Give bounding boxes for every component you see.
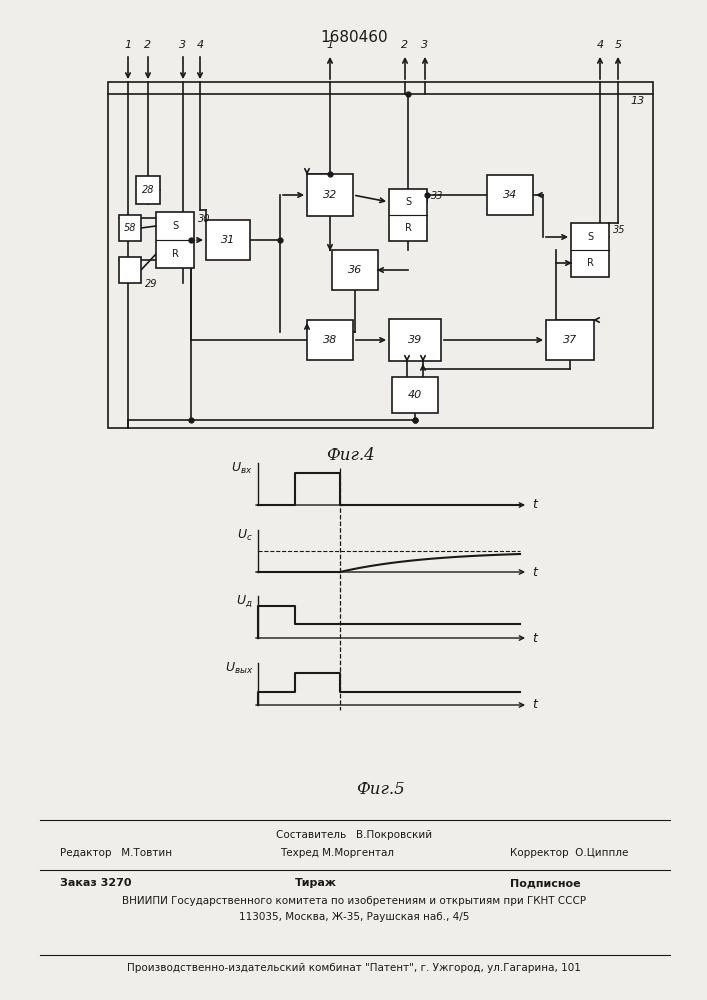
Text: $U_{вх}$: $U_{вх}$ [231, 460, 253, 476]
Text: R: R [404, 223, 411, 233]
Text: 39: 39 [408, 335, 422, 345]
Text: $t$: $t$ [532, 566, 539, 578]
Bar [119, 215, 141, 241]
Text: 36: 36 [348, 265, 362, 275]
Bar [571, 223, 609, 277]
Text: S: S [405, 197, 411, 207]
Bar [108, 82, 653, 428]
Text: S: S [172, 221, 178, 231]
Bar [389, 189, 427, 241]
Text: 33: 33 [431, 191, 443, 201]
Text: Корректор  О.Циппле: Корректор О.Циппле [510, 848, 629, 858]
Text: $U_c$: $U_c$ [237, 527, 253, 543]
Text: Подписное: Подписное [510, 878, 580, 888]
Text: Заказ 3270: Заказ 3270 [60, 878, 132, 888]
Text: Составитель   В.Покровский: Составитель В.Покровский [276, 830, 432, 840]
Text: $U_д$: $U_д$ [236, 593, 253, 609]
Text: 32: 32 [323, 190, 337, 200]
Text: 28: 28 [141, 185, 154, 195]
Text: 2: 2 [144, 40, 151, 50]
Text: $t$: $t$ [532, 498, 539, 512]
Text: 29: 29 [145, 279, 158, 289]
Text: 4: 4 [197, 40, 204, 50]
Bar [307, 320, 353, 360]
Text: 1: 1 [327, 40, 334, 50]
Text: Производственно-издательский комбинат "Патент", г. Ужгород, ул.Гагарина, 101: Производственно-издательский комбинат "П… [127, 963, 581, 973]
Text: 3: 3 [421, 40, 428, 50]
Text: 2: 2 [402, 40, 409, 50]
Bar [156, 212, 194, 268]
Text: 1680460: 1680460 [320, 30, 388, 45]
Text: Тираж: Тираж [295, 878, 337, 888]
Bar [389, 319, 441, 361]
Bar [332, 250, 378, 290]
Text: $t$: $t$ [532, 632, 539, 645]
Text: 3: 3 [180, 40, 187, 50]
Text: Фиг.5: Фиг.5 [356, 782, 404, 798]
Text: 37: 37 [563, 335, 577, 345]
Text: 35: 35 [613, 225, 626, 235]
Text: ВНИИПИ Государственного комитета по изобретениям и открытиям при ГКНТ СССР: ВНИИПИ Государственного комитета по изоб… [122, 896, 586, 906]
Text: 58: 58 [124, 223, 136, 233]
Bar [392, 377, 438, 413]
Text: 40: 40 [408, 390, 422, 400]
Bar [546, 320, 594, 360]
Text: R: R [587, 258, 593, 268]
Bar [136, 176, 160, 204]
Text: 1: 1 [124, 40, 132, 50]
Text: $t$: $t$ [532, 698, 539, 712]
Bar [206, 220, 250, 260]
Bar [307, 174, 353, 216]
Text: 31: 31 [221, 235, 235, 245]
Bar [487, 175, 533, 215]
Text: 30: 30 [198, 214, 211, 224]
Text: R: R [172, 249, 178, 259]
Text: 5: 5 [614, 40, 621, 50]
Text: S: S [587, 232, 593, 241]
Text: 4: 4 [597, 40, 604, 50]
Text: 34: 34 [503, 190, 517, 200]
Text: Редактор   М.Товтин: Редактор М.Товтин [60, 848, 172, 858]
Bar [119, 257, 141, 283]
Text: $U_{вых}$: $U_{вых}$ [225, 660, 253, 676]
Text: 38: 38 [323, 335, 337, 345]
Text: Фиг.4: Фиг.4 [326, 446, 375, 464]
Text: 113035, Москва, Ж-35, Раушская наб., 4/5: 113035, Москва, Ж-35, Раушская наб., 4/5 [239, 912, 469, 922]
Text: Техред М.Моргентал: Техред М.Моргентал [280, 848, 394, 858]
Text: 13: 13 [631, 96, 645, 106]
